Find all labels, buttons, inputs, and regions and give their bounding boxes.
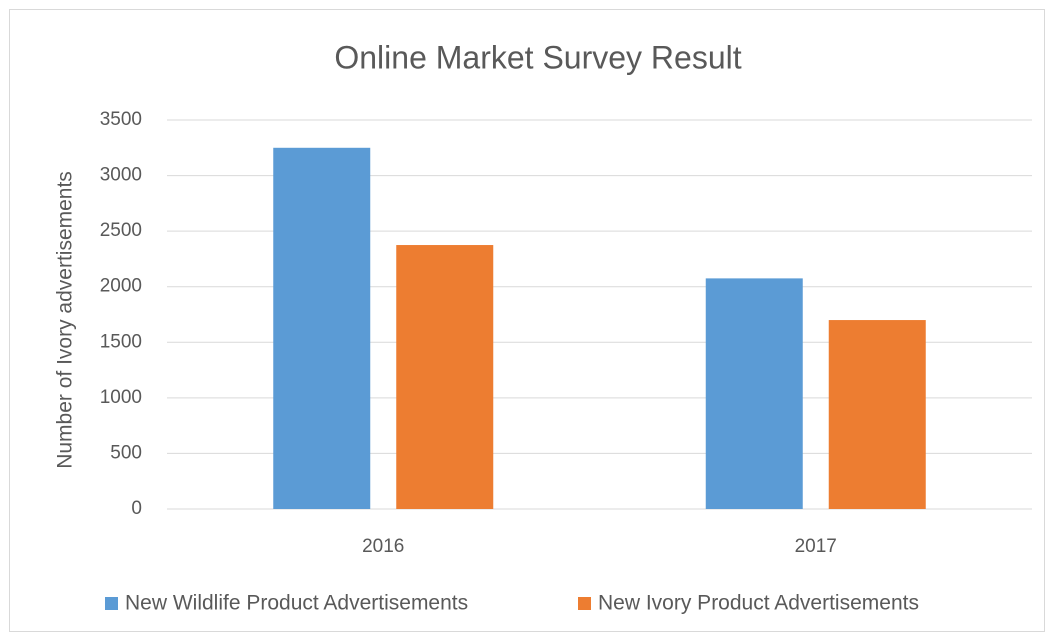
x-tick-label: 2017 (795, 536, 837, 557)
y-tick-label: 500 (110, 442, 142, 463)
bar (273, 147, 371, 510)
y-tick-label: 3500 (100, 109, 142, 130)
y-tick-label: 2000 (100, 276, 142, 297)
bar (828, 320, 926, 509)
y-tick-label: 0 (131, 498, 142, 519)
bar (705, 278, 803, 509)
bar (396, 245, 494, 510)
legend-label: New Ivory Product Advertisements (598, 592, 919, 615)
legend-swatch (578, 597, 591, 610)
y-axis-label: Number of Ivory advertisements (54, 171, 77, 469)
y-tick-label: 3000 (100, 165, 142, 186)
x-tick-label: 2016 (362, 536, 404, 557)
chart-title: Online Market Survey Result (334, 39, 741, 75)
legend-label: New Wildlife Product Advertisements (125, 592, 468, 615)
y-tick-label: 1000 (100, 387, 142, 408)
legend-swatch (105, 597, 118, 610)
y-tick-label: 1500 (100, 331, 142, 352)
y-tick-label: 2500 (100, 220, 142, 241)
